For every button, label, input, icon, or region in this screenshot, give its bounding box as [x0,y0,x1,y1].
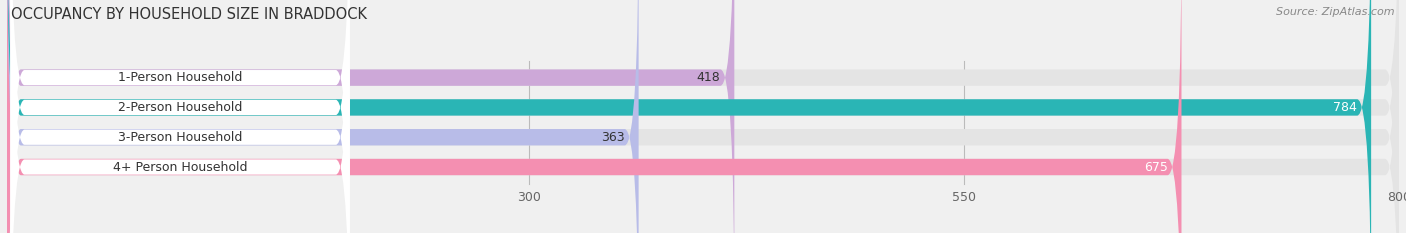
Text: Source: ZipAtlas.com: Source: ZipAtlas.com [1277,7,1395,17]
FancyBboxPatch shape [10,0,350,233]
FancyBboxPatch shape [7,0,734,233]
Text: 418: 418 [696,71,720,84]
Text: 1-Person Household: 1-Person Household [118,71,242,84]
Text: 784: 784 [1333,101,1357,114]
Text: 3-Person Household: 3-Person Household [118,131,242,144]
Text: 2-Person Household: 2-Person Household [118,101,242,114]
FancyBboxPatch shape [10,0,350,233]
Text: OCCUPANCY BY HOUSEHOLD SIZE IN BRADDOCK: OCCUPANCY BY HOUSEHOLD SIZE IN BRADDOCK [11,7,367,22]
FancyBboxPatch shape [7,0,638,233]
FancyBboxPatch shape [7,0,1399,233]
FancyBboxPatch shape [7,0,1399,233]
FancyBboxPatch shape [10,0,350,233]
FancyBboxPatch shape [10,0,350,233]
FancyBboxPatch shape [7,0,1399,233]
Text: 4+ Person Household: 4+ Person Household [112,161,247,174]
Text: 675: 675 [1143,161,1167,174]
FancyBboxPatch shape [7,0,1181,233]
Text: 363: 363 [602,131,624,144]
FancyBboxPatch shape [7,0,1399,233]
FancyBboxPatch shape [7,0,1371,233]
